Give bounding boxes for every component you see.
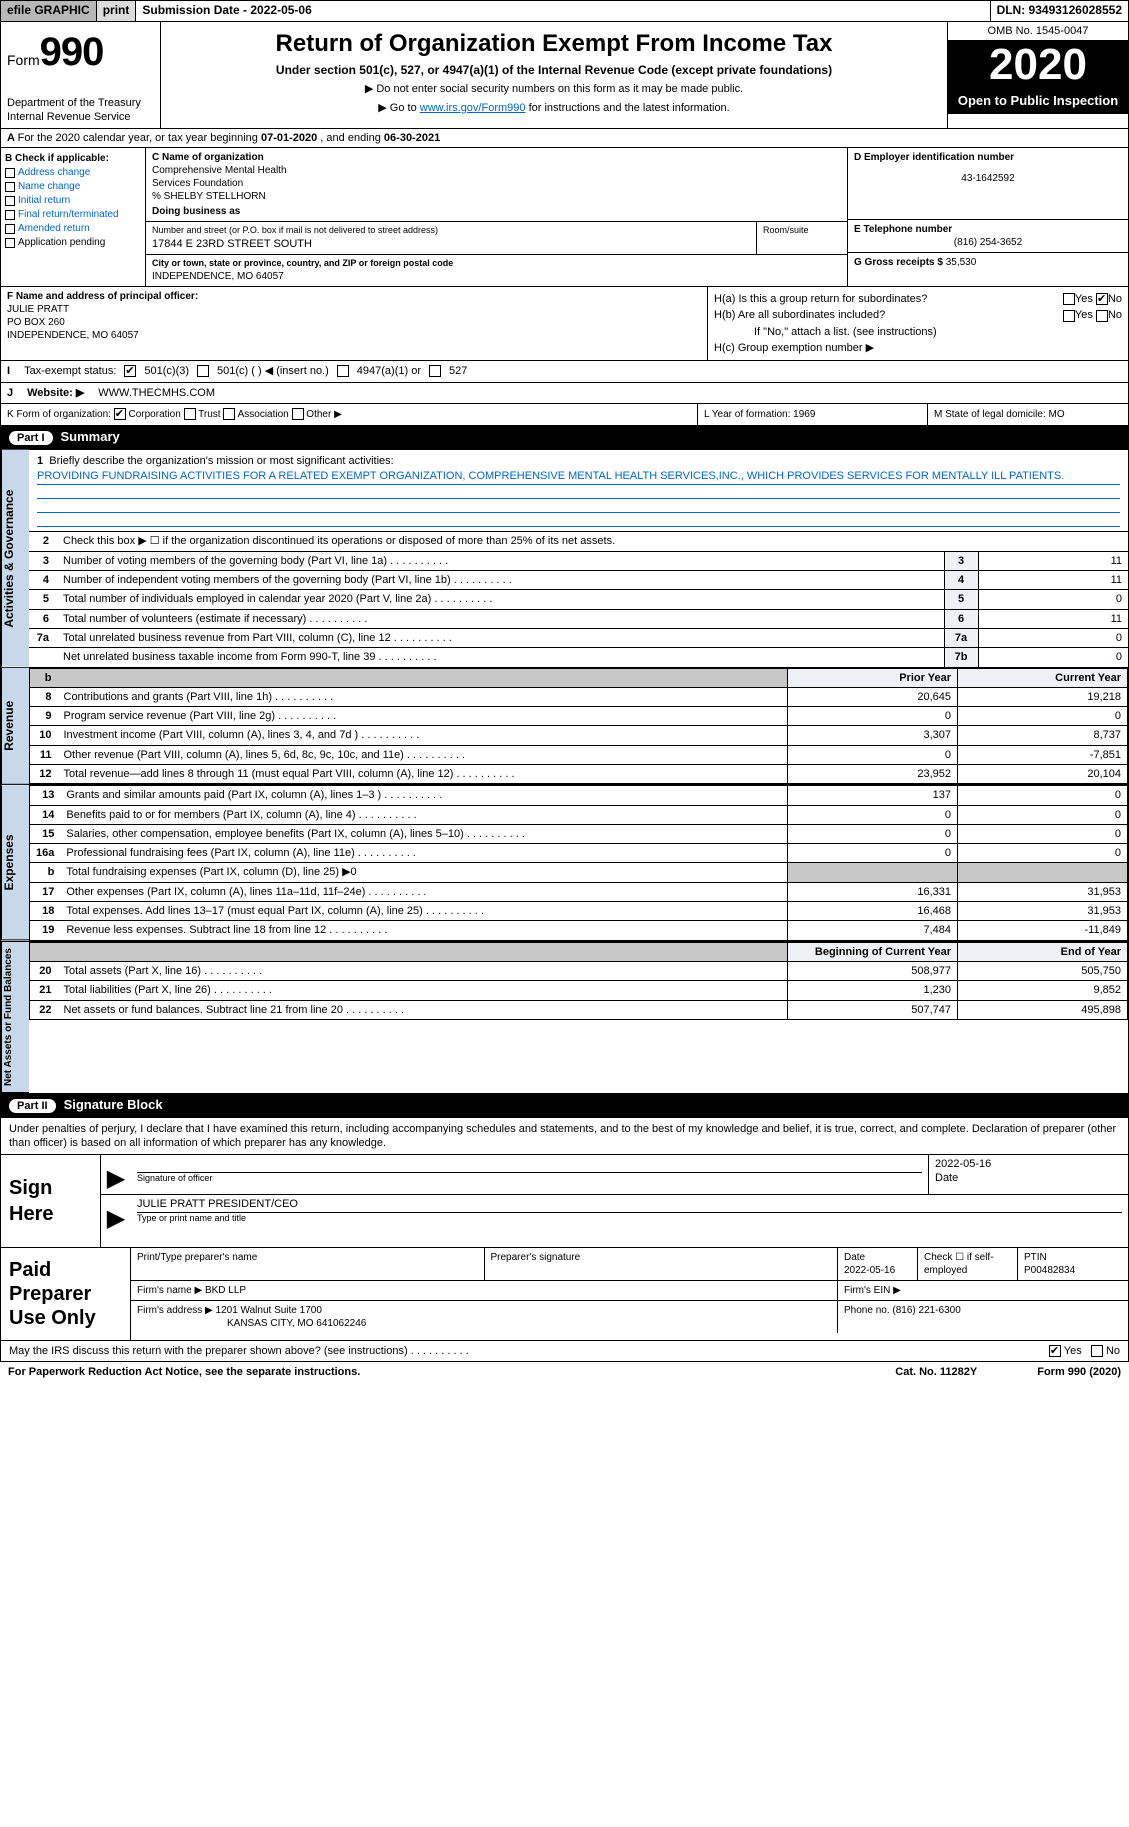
state-domicile: MO xyxy=(1049,409,1065,420)
dln: DLN: 93493126028552 xyxy=(991,1,1128,21)
city-state-zip: INDEPENDENCE, MO 64057 xyxy=(152,270,841,283)
firm-phone: (816) 221-6300 xyxy=(892,1305,960,1316)
part-1-header: Part ISummary xyxy=(0,426,1129,450)
cb-discuss-yes[interactable] xyxy=(1049,1345,1061,1357)
mission-text: PROVIDING FUNDRAISING ACTIVITIES FOR A R… xyxy=(37,468,1120,485)
tax-year: 2020 xyxy=(948,41,1128,89)
h-b: H(b) Are all subordinates included? Yes … xyxy=(714,308,1122,322)
print-button[interactable]: print xyxy=(97,1,137,21)
ein-value: 43-1642592 xyxy=(854,172,1122,185)
cb-527[interactable] xyxy=(429,365,441,377)
cb-amended[interactable]: Amended return xyxy=(5,222,141,235)
sign-here-block: Sign Here ▶ Signature of officer 2022-05… xyxy=(0,1155,1129,1248)
h-a: H(a) Is this a group return for subordin… xyxy=(714,292,1122,306)
col-b-checkboxes: B Check if applicable: Address change Na… xyxy=(1,148,146,286)
ptin: P00482834 xyxy=(1024,1264,1122,1277)
department-label: Department of the Treasury Internal Reve… xyxy=(7,96,154,125)
cb-app-pending[interactable]: Application pending xyxy=(5,236,141,249)
h-c: H(c) Group exemption number ▶ xyxy=(714,341,1122,355)
submission-date: Submission Date - 2022-05-06 xyxy=(136,1,990,21)
form-header: Form990 Department of the Treasury Inter… xyxy=(0,22,1129,130)
org-name-2: Services Foundation xyxy=(152,177,841,190)
section-bcd: B Check if applicable: Address change Na… xyxy=(0,148,1129,287)
paid-preparer-block: Paid Preparer Use Only Print/Type prepar… xyxy=(0,1248,1129,1341)
section-net-assets: Net Assets or Fund Balances Beginning of… xyxy=(0,942,1129,1094)
cb-501c[interactable] xyxy=(197,365,209,377)
arrow-icon: ▶ xyxy=(101,1195,131,1234)
tab-revenue: Revenue xyxy=(1,668,29,785)
part-2-header: Part IISignature Block xyxy=(0,1094,1129,1118)
phone-value: (816) 254-3652 xyxy=(854,236,1122,249)
arrow-icon: ▶ xyxy=(101,1155,131,1194)
tab-governance: Activities & Governance xyxy=(1,450,29,667)
ssn-warning: ▶ Do not enter social security numbers o… xyxy=(167,82,941,96)
cb-discuss-no[interactable] xyxy=(1091,1345,1103,1357)
net-assets-table: Beginning of Current YearEnd of Year 20T… xyxy=(29,942,1128,1020)
cb-assoc[interactable] xyxy=(223,408,235,420)
cb-name-change[interactable]: Name change xyxy=(5,180,141,193)
form-number: Form990 xyxy=(7,26,154,78)
care-of: % SHELBY STELLHORN xyxy=(152,190,841,203)
form-title: Return of Organization Exempt From Incom… xyxy=(167,28,941,59)
page-footer: For Paperwork Reduction Act Notice, see … xyxy=(0,1362,1129,1382)
section-revenue: Revenue bPrior YearCurrent Year 8Contrib… xyxy=(0,668,1129,786)
cb-initial-return[interactable]: Initial return xyxy=(5,194,141,207)
year-formation: 1969 xyxy=(793,409,815,420)
efile-button[interactable]: efile GRAPHIC xyxy=(1,1,97,21)
prep-date: 2022-05-16 xyxy=(844,1264,911,1277)
officer-addr2: INDEPENDENCE, MO 64057 xyxy=(7,329,701,342)
cb-final-return[interactable]: Final return/terminated xyxy=(5,208,141,221)
gross-receipts: 35,530 xyxy=(946,257,977,268)
irs-link[interactable]: www.irs.gov/Form990 xyxy=(420,102,526,114)
firm-name: BKD LLP xyxy=(205,1285,246,1296)
officer-name-title: JULIE PRATT PRESIDENT/CEO xyxy=(137,1197,1122,1212)
cb-4947[interactable] xyxy=(337,365,349,377)
governance-table: 2Check this box ▶ ☐ if the organization … xyxy=(29,531,1128,666)
website-value: WWW.THECMHS.COM xyxy=(98,386,215,400)
tab-net-assets: Net Assets or Fund Balances xyxy=(1,942,29,1093)
cb-other[interactable] xyxy=(292,408,304,420)
officer-addr1: PO BOX 260 xyxy=(7,316,701,329)
tab-expenses: Expenses xyxy=(1,785,29,940)
section-klm: K Form of organization: Corporation Trus… xyxy=(0,404,1129,426)
org-name-1: Comprehensive Mental Health xyxy=(152,164,841,177)
h-b-note: If "No," attach a list. (see instruction… xyxy=(714,325,1122,339)
omb-number: OMB No. 1545-0047 xyxy=(948,22,1128,41)
cb-corp[interactable] xyxy=(114,408,126,420)
col-c-org-info: C Name of organization Comprehensive Men… xyxy=(146,148,848,286)
form-subtitle: Under section 501(c), 527, or 4947(a)(1)… xyxy=(167,63,941,79)
row-j-website: JWebsite: ▶ WWW.THECMHS.COM xyxy=(0,383,1129,404)
row-i-tax-status: ITax-exempt status: 501(c)(3) 501(c) ( )… xyxy=(0,361,1129,382)
street-address: 17844 E 23RD STREET SOUTH xyxy=(152,237,750,251)
cb-501c3[interactable] xyxy=(124,365,136,377)
revenue-table: bPrior YearCurrent Year 8Contributions a… xyxy=(29,668,1128,785)
cb-address-change[interactable]: Address change xyxy=(5,166,141,179)
sig-date: 2022-05-16 xyxy=(935,1157,1122,1171)
section-governance: Activities & Governance 1 Briefly descri… xyxy=(0,450,1129,668)
officer-name: JULIE PRATT xyxy=(7,303,701,316)
firm-addr: 1201 Walnut Suite 1700 xyxy=(216,1305,322,1316)
cb-trust[interactable] xyxy=(184,408,196,420)
instructions-line: ▶ Go to www.irs.gov/Form990 for instruct… xyxy=(167,101,941,115)
declaration-text: Under penalties of perjury, I declare th… xyxy=(0,1118,1129,1156)
section-expenses: Expenses 13Grants and similar amounts pa… xyxy=(0,785,1129,941)
open-public-badge: Open to Public Inspection xyxy=(948,89,1128,114)
col-d-ein: D Employer identification number 43-1642… xyxy=(848,148,1128,286)
discuss-row: May the IRS discuss this return with the… xyxy=(0,1341,1129,1362)
section-fh: F Name and address of principal officer:… xyxy=(0,287,1129,361)
expenses-table: 13Grants and similar amounts paid (Part … xyxy=(29,785,1128,940)
top-toolbar: efile GRAPHIC print Submission Date - 20… xyxy=(0,0,1129,22)
tax-year-range: A For the 2020 calendar year, or tax yea… xyxy=(0,129,1129,148)
